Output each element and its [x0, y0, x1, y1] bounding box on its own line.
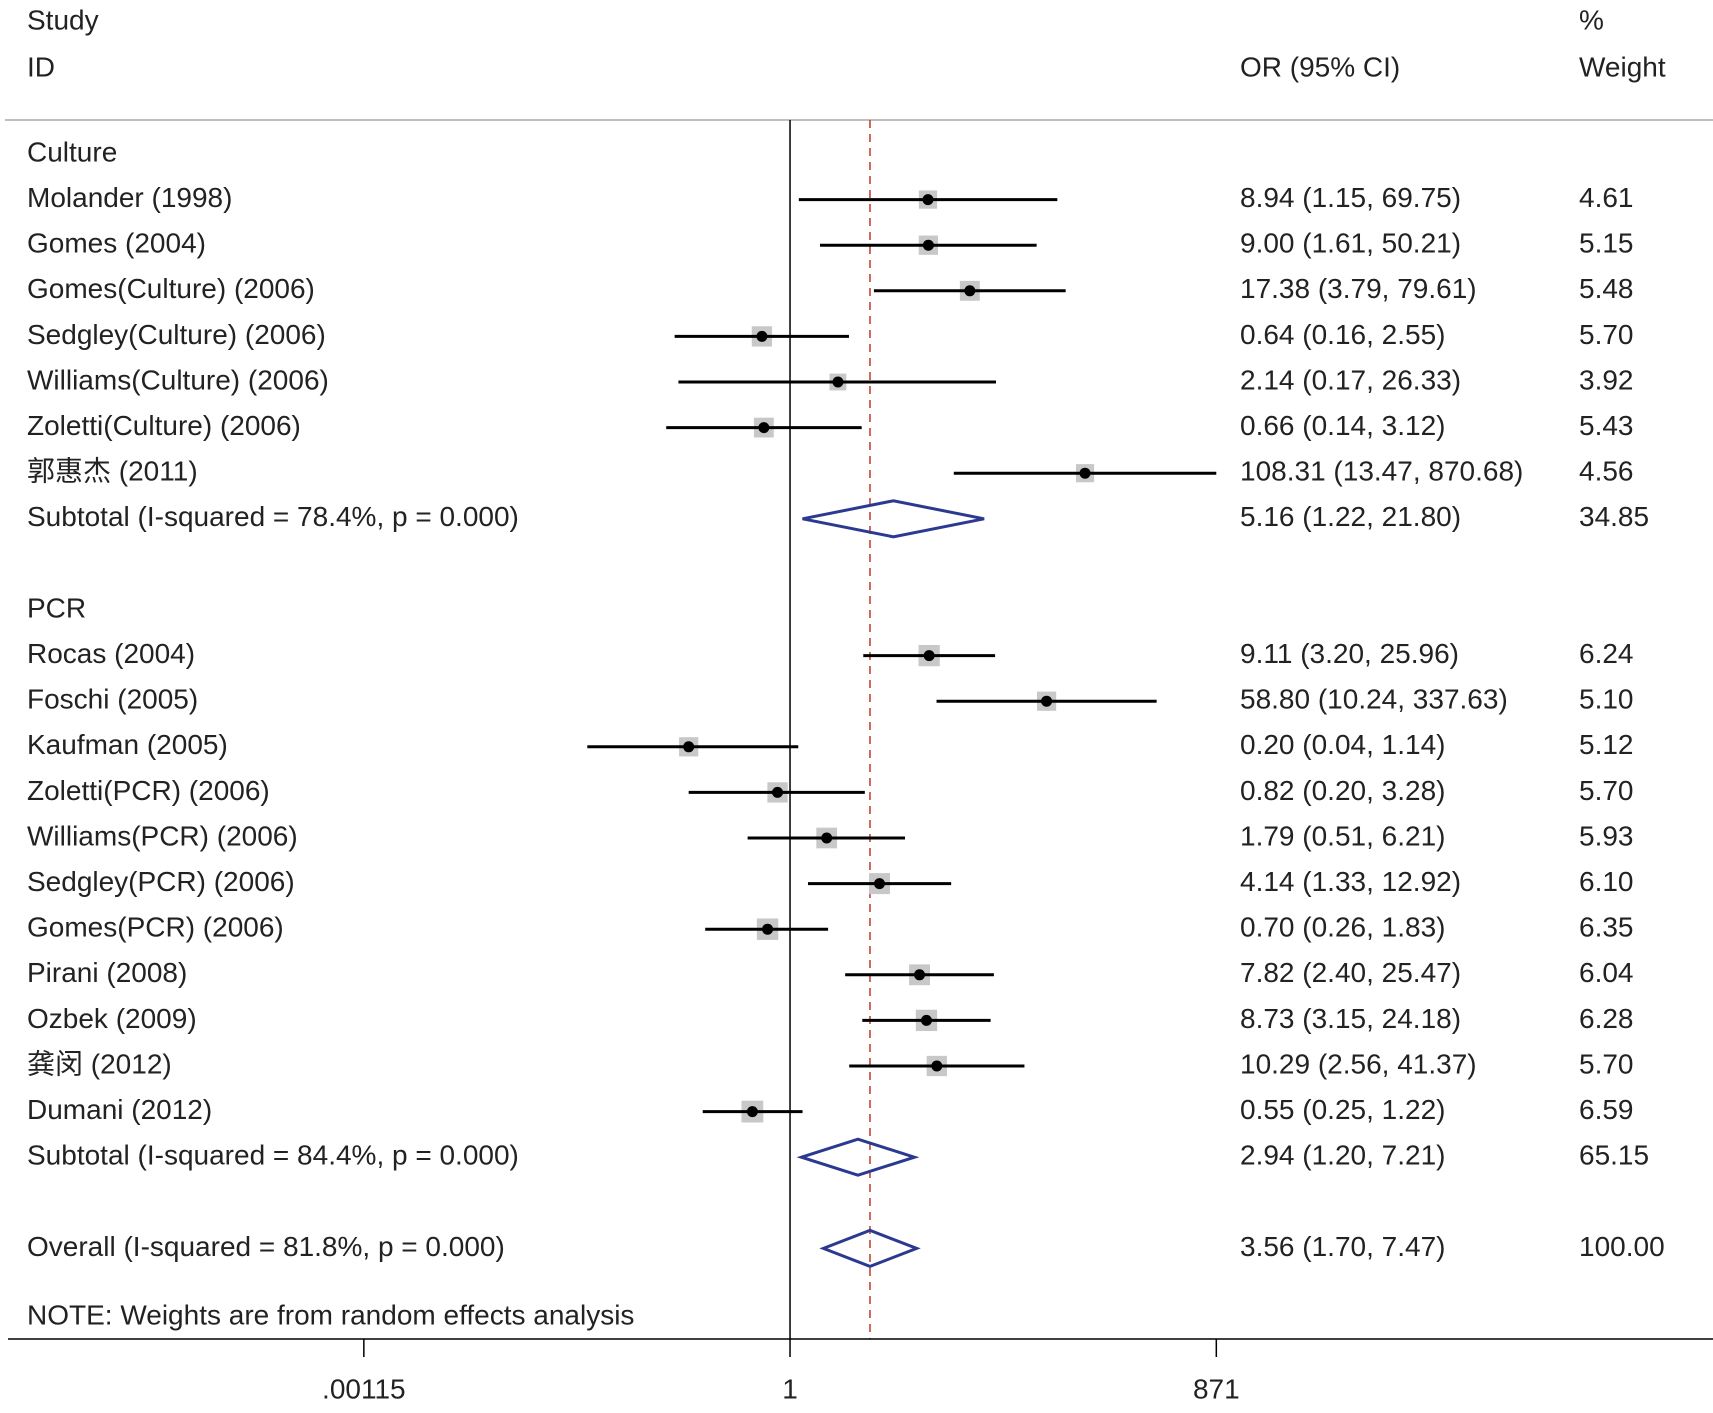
- point-estimate: [772, 786, 784, 798]
- point-estimate: [762, 923, 774, 935]
- ci-label: 10.29 (2.56, 41.37): [1240, 1048, 1477, 1079]
- point-estimate: [920, 1014, 932, 1026]
- weight-label: 3.92: [1579, 364, 1634, 395]
- row-label: Kaufman (2005): [27, 729, 228, 760]
- row-label: Williams(PCR) (2006): [27, 820, 298, 851]
- row-label: Overall (I-squared = 81.8%, p = 0.000): [27, 1231, 505, 1262]
- point-estimate: [914, 969, 926, 981]
- row-label: Foschi (2005): [27, 684, 198, 715]
- ci-label: 9.00 (1.61, 50.21): [1240, 228, 1461, 259]
- weight-label: 6.28: [1579, 1003, 1634, 1034]
- weight-label: 5.15: [1579, 228, 1634, 259]
- row-label: Sedgley(PCR) (2006): [27, 866, 295, 897]
- x-tick-label: .00115: [322, 1373, 406, 1404]
- diamond: [819, 1228, 921, 1269]
- weight-label: 5.10: [1579, 684, 1634, 715]
- ci-label: 8.73 (3.15, 24.18): [1240, 1003, 1461, 1034]
- ci-label: 0.82 (0.20, 3.28): [1240, 775, 1445, 806]
- ci-label: 2.14 (0.17, 26.33): [1240, 364, 1461, 395]
- weight-label: 6.24: [1579, 638, 1634, 669]
- ci-label: 17.38 (3.79, 79.61): [1240, 273, 1477, 304]
- row-label: Rocas (2004): [27, 638, 195, 669]
- ci-label: 0.66 (0.14, 3.12): [1240, 410, 1445, 441]
- ci-label: 3.56 (1.70, 7.47): [1240, 1231, 1445, 1262]
- point-estimate: [756, 330, 768, 342]
- point-estimate: [873, 878, 885, 890]
- weight-label: 5.70: [1579, 775, 1634, 806]
- ci-label: 7.82 (2.40, 25.47): [1240, 957, 1461, 988]
- ci-label: 0.70 (0.26, 1.83): [1240, 912, 1445, 943]
- ci-label: 0.20 (0.04, 1.14): [1240, 729, 1445, 760]
- weight-label: 5.12: [1579, 729, 1634, 760]
- row-label: Pirani (2008): [27, 957, 187, 988]
- row-label: Gomes(Culture) (2006): [27, 273, 315, 304]
- weight-label: 5.43: [1579, 410, 1634, 441]
- weight-label: 5.70: [1579, 1048, 1634, 1079]
- row-label: Williams(Culture) (2006): [27, 364, 329, 395]
- weight-label: 100.00: [1579, 1231, 1665, 1262]
- row-label: 郭惠杰 (2011): [27, 456, 198, 487]
- ci-label: 0.55 (0.25, 1.22): [1240, 1094, 1445, 1125]
- row-label: 龚闵 (2012): [27, 1048, 172, 1079]
- point-estimate: [1041, 695, 1053, 707]
- weight-label: 6.35: [1579, 912, 1634, 943]
- ci-label: 0.64 (0.16, 2.55): [1240, 319, 1445, 350]
- point-estimate: [964, 285, 976, 297]
- note: NOTE: Weights are from random effects an…: [27, 1299, 634, 1330]
- diamond: [796, 1137, 920, 1177]
- group-label: PCR: [27, 592, 86, 623]
- weight-label: 6.59: [1579, 1094, 1634, 1125]
- header-weight-pct: %: [1579, 4, 1604, 35]
- x-tick-label: 1: [782, 1373, 798, 1404]
- point-estimate: [931, 1060, 943, 1072]
- row-label: Subtotal (I-squared = 78.4%, p = 0.000): [27, 501, 519, 532]
- row-label: Ozbek (2009): [27, 1003, 197, 1034]
- header-effect: OR (95% CI): [1240, 51, 1400, 82]
- ci-label: 5.16 (1.22, 21.80): [1240, 501, 1461, 532]
- point-estimate: [758, 422, 770, 434]
- ci-label: 9.11 (3.20, 25.96): [1240, 638, 1459, 669]
- point-estimate: [922, 239, 934, 251]
- point-estimate: [746, 1106, 758, 1118]
- point-estimate: [922, 194, 934, 206]
- row-label: Subtotal (I-squared = 84.4%, p = 0.000): [27, 1140, 519, 1171]
- weight-label: 4.61: [1579, 182, 1634, 213]
- point-estimate: [821, 832, 833, 844]
- group-label: Culture: [27, 136, 117, 167]
- x-tick-label: 871: [1193, 1373, 1240, 1404]
- weight-label: 5.48: [1579, 273, 1634, 304]
- weight-label: 5.93: [1579, 820, 1634, 851]
- header-study: Study: [27, 4, 99, 35]
- row-label: Zoletti(Culture) (2006): [27, 410, 301, 441]
- weight-label: 5.70: [1579, 319, 1634, 350]
- row-label: Gomes(PCR) (2006): [27, 912, 284, 943]
- weight-label: 4.56: [1579, 456, 1634, 487]
- weight-label: 6.10: [1579, 866, 1634, 897]
- ci-label: 4.14 (1.33, 12.92): [1240, 866, 1461, 897]
- point-estimate: [923, 650, 935, 662]
- row-label: Zoletti(PCR) (2006): [27, 775, 270, 806]
- header-weight: Weight: [1579, 51, 1666, 82]
- ci-label: 58.80 (10.24, 337.63): [1240, 684, 1508, 715]
- ci-label: 2.94 (1.20, 7.21): [1240, 1140, 1445, 1171]
- ci-label: 1.79 (0.51, 6.21): [1240, 820, 1445, 851]
- ci-label: 108.31 (13.47, 870.68): [1240, 456, 1523, 487]
- diamond: [802, 499, 985, 539]
- row-label: Molander (1998): [27, 182, 232, 213]
- ci-label: 8.94 (1.15, 69.75): [1240, 182, 1461, 213]
- point-estimate: [1079, 467, 1091, 479]
- weight-label: 6.04: [1579, 957, 1634, 988]
- point-estimate: [683, 741, 695, 753]
- point-estimate: [832, 376, 844, 388]
- header-id: ID: [27, 51, 55, 82]
- weight-label: 34.85: [1579, 501, 1649, 532]
- row-label: Gomes (2004): [27, 228, 206, 259]
- weight-label: 65.15: [1579, 1140, 1649, 1171]
- row-label: Dumani (2012): [27, 1094, 212, 1125]
- row-label: Sedgley(Culture) (2006): [27, 319, 326, 350]
